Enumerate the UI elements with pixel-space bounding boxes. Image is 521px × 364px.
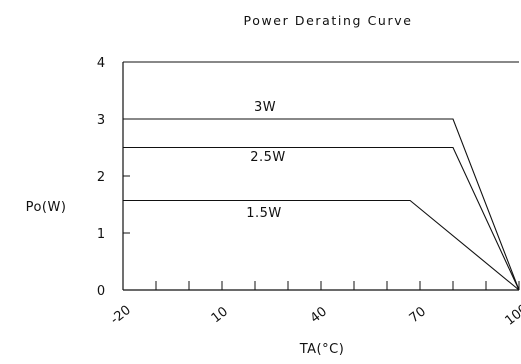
y-tick-labels: 0 1 2 3 4 bbox=[97, 56, 105, 299]
axes bbox=[122, 61, 520, 291]
series-label: 1.5W bbox=[246, 206, 282, 221]
x-tick-labels: -20 10 40 70 100 bbox=[108, 302, 521, 329]
y-tick-label: 2 bbox=[97, 170, 105, 185]
chart-title: Power Derating Curve bbox=[244, 13, 413, 28]
x-tick-label: 70 bbox=[407, 304, 429, 326]
x-tick-label: 10 bbox=[209, 304, 231, 326]
series-label: 2.5W bbox=[250, 150, 286, 165]
series-label: 3W bbox=[254, 100, 276, 115]
series-line bbox=[123, 146, 520, 291]
y-tick-label: 3 bbox=[97, 113, 105, 128]
x-tick-label: -20 bbox=[108, 303, 134, 328]
series-group: 3W 2.5W 1.5W bbox=[123, 100, 520, 291]
y-tick-label: 4 bbox=[97, 56, 105, 71]
y-tick-label: 0 bbox=[97, 284, 105, 299]
x-tick-label: 100 bbox=[502, 302, 521, 329]
x-axis-label: TA(°C) bbox=[299, 342, 345, 357]
series-line bbox=[123, 118, 520, 291]
series-line bbox=[123, 199, 520, 291]
y-tick-label: 1 bbox=[97, 227, 105, 242]
x-tick-label: 40 bbox=[308, 304, 330, 326]
y-axis-label: Po(W) bbox=[26, 200, 67, 215]
